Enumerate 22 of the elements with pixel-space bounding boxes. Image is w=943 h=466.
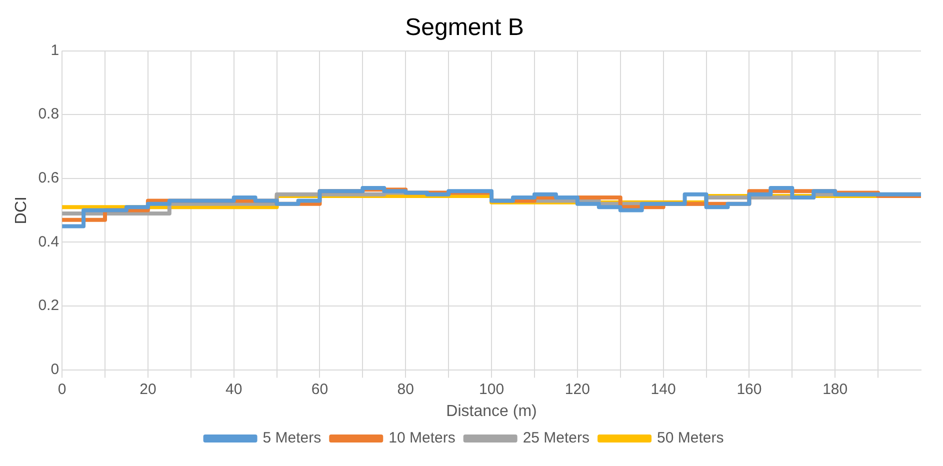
x-tick-label: 180 — [822, 380, 848, 398]
x-tick-label: 40 — [226, 380, 242, 398]
x-tick-label: 100 — [479, 380, 504, 398]
x-tick-label: 120 — [564, 380, 590, 398]
y-tick-label: 0.2 — [38, 297, 60, 314]
y-tick-label: 0.6 — [38, 170, 60, 187]
x-axis-title: Distance (m) — [446, 402, 537, 420]
x-tick-label: 140 — [650, 380, 676, 398]
x-tick-label: 20 — [140, 380, 156, 398]
y-tick-label: 1 — [50, 42, 60, 59]
y-tick-label: 0.4 — [38, 233, 60, 250]
legend-label: 10 Meters — [388, 430, 456, 447]
y-axis-title: DCI — [13, 196, 30, 224]
x-tick-label: 80 — [397, 380, 414, 398]
legend-label: 50 Meters — [657, 430, 724, 447]
y-tick-label: 0 — [50, 360, 60, 378]
x-tick-label: 160 — [736, 380, 762, 398]
chart-title: Segment B — [405, 14, 524, 42]
x-tick-label: 60 — [311, 380, 328, 398]
legend-label: 5 Meters — [262, 430, 322, 447]
y-tick-label: 0.8 — [38, 106, 60, 123]
legend-label: 25 Meters — [522, 430, 590, 447]
